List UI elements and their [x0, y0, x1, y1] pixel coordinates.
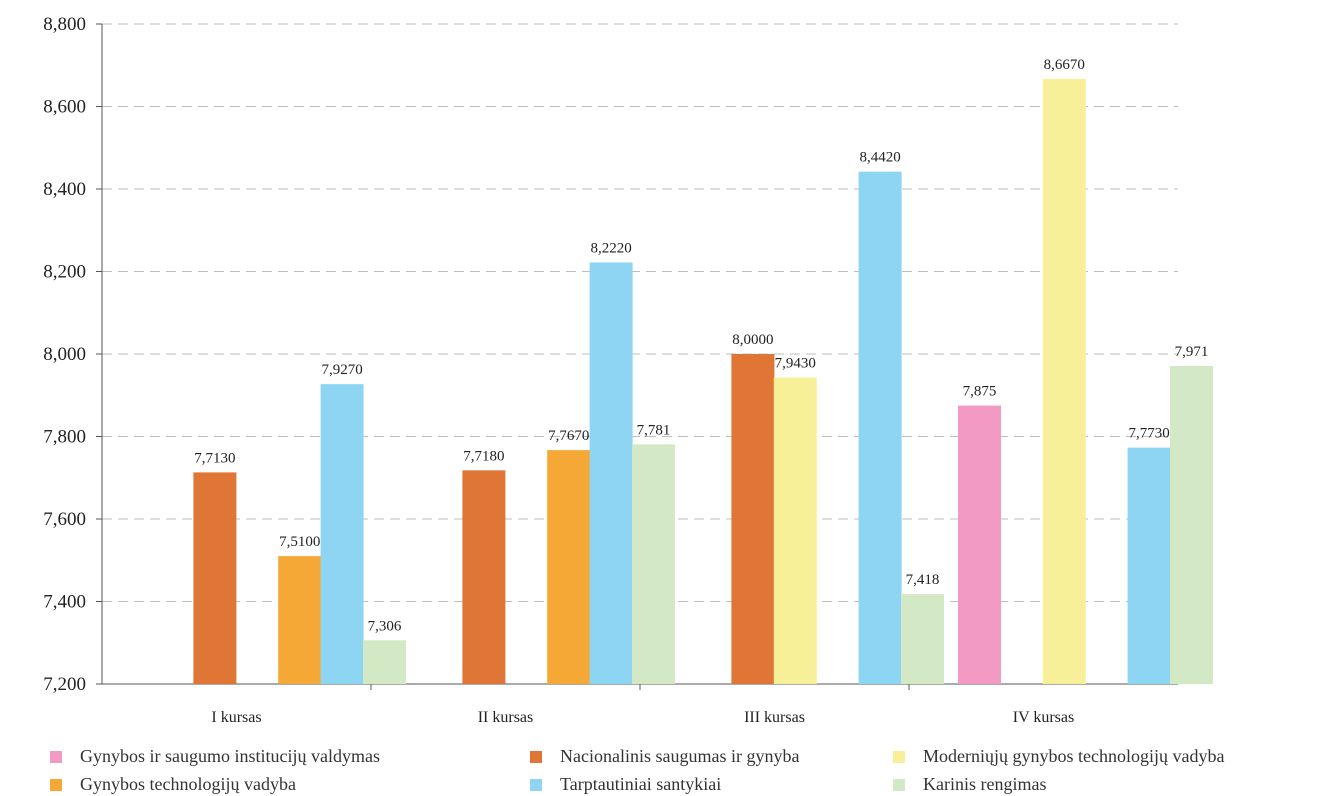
data-label: 8,0000 [732, 332, 773, 348]
data-label: 7,9270 [321, 362, 362, 378]
data-label: 7,971 [1175, 344, 1209, 360]
data-label: 7,7670 [548, 428, 589, 444]
data-label: 7,7180 [463, 448, 504, 464]
bar [632, 444, 675, 684]
data-label: 8,2220 [590, 240, 631, 256]
bar [462, 470, 506, 684]
data-label: 7,306 [368, 618, 402, 634]
bar [278, 556, 322, 684]
y-tick-label: 8,000 [43, 344, 86, 365]
bar [901, 594, 944, 684]
data-label: 7,7130 [194, 450, 235, 466]
x-tick-label: IV kursas [1013, 709, 1074, 726]
data-label: 7,9430 [775, 356, 816, 372]
y-tick-label: 8,400 [43, 179, 86, 200]
bar [731, 354, 775, 684]
y-tick-label: 7,200 [43, 674, 86, 695]
data-label: 7,781 [637, 422, 671, 438]
y-tick-label: 7,600 [43, 509, 86, 530]
y-tick-label: 8,800 [43, 14, 86, 35]
bar [1127, 447, 1171, 684]
bar [547, 450, 591, 684]
bar [858, 171, 902, 685]
bar [589, 262, 633, 684]
data-label: 7,418 [906, 572, 940, 588]
x-tick-label: II kursas [478, 709, 534, 726]
bar [1042, 78, 1086, 685]
data-label: 7,875 [963, 384, 997, 400]
x-tick-label: III kursas [744, 709, 805, 726]
bar [320, 384, 364, 684]
bar [1170, 365, 1213, 684]
data-label: 8,4420 [859, 150, 900, 166]
data-label: 8,6670 [1044, 57, 1085, 73]
data-label: 7,5100 [279, 534, 320, 550]
y-tick-label: 7,400 [43, 592, 86, 613]
y-tick-label: 8,600 [43, 97, 86, 118]
bar [193, 472, 237, 684]
data-label: 7,7730 [1128, 426, 1169, 442]
y-tick-label: 7,800 [43, 427, 86, 448]
bar [363, 640, 406, 684]
bar [958, 405, 1001, 684]
bar [773, 377, 817, 684]
x-tick-label: I kursas [211, 709, 261, 726]
y-tick-label: 8,200 [43, 262, 86, 283]
